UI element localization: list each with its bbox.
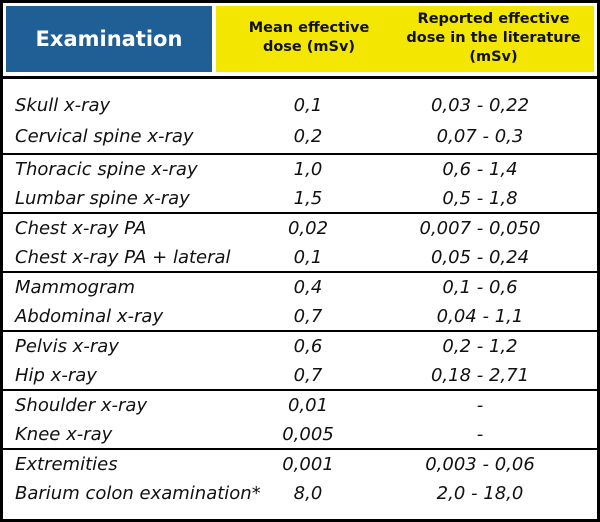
- reported-dose-cell: 2,0 - 18,0: [436, 483, 524, 504]
- mean-dose-cell: 1,5: [293, 188, 323, 209]
- reported-dose-cell: -: [476, 395, 484, 416]
- table-row: Extremities 0,001 0,003 - 0,06: [3, 450, 597, 479]
- mean-dose-cell: 0,2: [293, 126, 323, 147]
- examination-cell: Extremities: [15, 454, 118, 475]
- row-group: Pelvis x-ray 0,6 0,2 - 1,2 Hip x-ray 0,7 0,18…: [3, 330, 597, 389]
- examination-cell: Knee x-ray: [15, 424, 113, 445]
- header-reported-effective-dose: Reported effective dose in the literatur…: [406, 11, 581, 65]
- reported-dose-cell: -: [476, 424, 484, 445]
- table-row: Knee x-ray 0,005 -: [3, 420, 597, 449]
- examination-cell: Lumbar spine x-ray: [15, 188, 190, 209]
- reported-dose-cell: 0,1 - 0,6: [442, 277, 518, 298]
- table-row: Chest x-ray PA 0,02 0,007 - 0,050: [3, 214, 597, 243]
- table-row: Skull x-ray 0,1 0,03 - 0,22: [3, 90, 597, 121]
- examination-cell: Thoracic spine x-ray: [15, 159, 198, 180]
- mean-dose-cell: 0,1: [293, 95, 323, 116]
- table-row: Hip x-ray 0,7 0,18 - 2,71: [3, 361, 597, 390]
- examination-cell: Chest x-ray PA + lateral: [15, 247, 231, 268]
- examination-cell: Abdominal x-ray: [15, 306, 164, 327]
- reported-dose-cell: 0,5 - 1,8: [442, 188, 518, 209]
- table-row: Abdominal x-ray 0,7 0,04 - 1,1: [3, 302, 597, 331]
- table-row: Barium colon examination* 8,0 2,0 - 18,0: [3, 479, 597, 508]
- row-group: Chest x-ray PA 0,02 0,007 - 0,050 Chest x-r…: [3, 212, 597, 271]
- row-group: Shoulder x-ray 0,01 - Knee x-ray 0,005 -: [3, 389, 597, 448]
- mean-dose-cell: 0,7: [293, 365, 323, 386]
- mean-dose-cell: 1,0: [293, 159, 323, 180]
- header-divider: [3, 76, 597, 79]
- header-mean-effective-dose: Mean effective dose (mSv): [248, 20, 370, 55]
- examination-cell: Cervical spine x-ray: [15, 126, 194, 147]
- header-examination: Examination: [35, 27, 183, 51]
- reported-dose-cell: 0,04 - 1,1: [436, 306, 524, 327]
- reported-dose-cell: 0,07 - 0,3: [436, 126, 524, 147]
- examination-cell: Skull x-ray: [15, 95, 111, 116]
- examination-cell: Barium colon examination*: [15, 483, 261, 504]
- table-row: Cervical spine x-ray 0,2 0,07 - 0,3: [3, 121, 597, 152]
- mean-dose-cell: 0,001: [282, 454, 334, 475]
- reported-dose-cell: 0,03 - 0,22: [430, 95, 530, 116]
- table-row: Thoracic spine x-ray 1,0 0,6 - 1,4: [3, 155, 597, 184]
- examination-cell: Pelvis x-ray: [15, 336, 119, 357]
- examination-cell: Chest x-ray PA: [15, 218, 147, 239]
- mean-dose-cell: 8,0: [293, 483, 323, 504]
- examination-cell: Shoulder x-ray: [15, 395, 148, 416]
- table-row: Chest x-ray PA + lateral 0,1 0,05 - 0,24: [3, 243, 597, 272]
- reported-dose-cell: 0,2 - 1,2: [442, 336, 518, 357]
- mean-dose-cell: 0,7: [293, 306, 323, 327]
- table-row: Lumbar spine x-ray 1,5 0,5 - 1,8: [3, 184, 597, 213]
- header-examination-cell: Examination: [6, 6, 212, 72]
- table-row: Mammogram 0,4 0,1 - 0,6: [3, 273, 597, 302]
- mean-dose-cell: 0,02: [287, 218, 329, 239]
- reported-dose-cell: 0,18 - 2,71: [430, 365, 530, 386]
- mean-dose-cell: 0,6: [293, 336, 323, 357]
- table-row: Shoulder x-ray 0,01 -: [3, 391, 597, 420]
- reported-dose-cell: 0,003 - 0,06: [425, 454, 535, 475]
- row-group: Thoracic spine x-ray 1,0 0,6 - 1,4 Lumbar s…: [3, 153, 597, 212]
- examination-cell: Hip x-ray: [15, 365, 97, 386]
- header-dose-cell: Mean effective dose (mSv) Reported effec…: [216, 6, 594, 72]
- mean-dose-cell: 0,005: [282, 424, 334, 445]
- table-body: Skull x-ray 0,1 0,03 - 0,22 Cervical spine …: [3, 90, 597, 507]
- mean-dose-cell: 0,1: [293, 247, 323, 268]
- row-group: Mammogram 0,4 0,1 - 0,6 Abdominal x-ray 0,7 0…: [3, 271, 597, 330]
- row-group: Extremities 0,001 0,003 - 0,06 Barium colon…: [3, 448, 597, 507]
- reported-dose-cell: 0,6 - 1,4: [442, 159, 518, 180]
- reported-dose-cell: 0,05 - 0,24: [430, 247, 530, 268]
- table-row: Pelvis x-ray 0,6 0,2 - 1,2: [3, 332, 597, 361]
- mean-dose-cell: 0,01: [287, 395, 329, 416]
- reported-dose-cell: 0,007 - 0,050: [419, 218, 541, 239]
- mean-dose-cell: 0,4: [293, 277, 323, 298]
- examination-cell: Mammogram: [15, 277, 136, 298]
- row-group: Skull x-ray 0,1 0,03 - 0,22 Cervical spine …: [3, 90, 597, 153]
